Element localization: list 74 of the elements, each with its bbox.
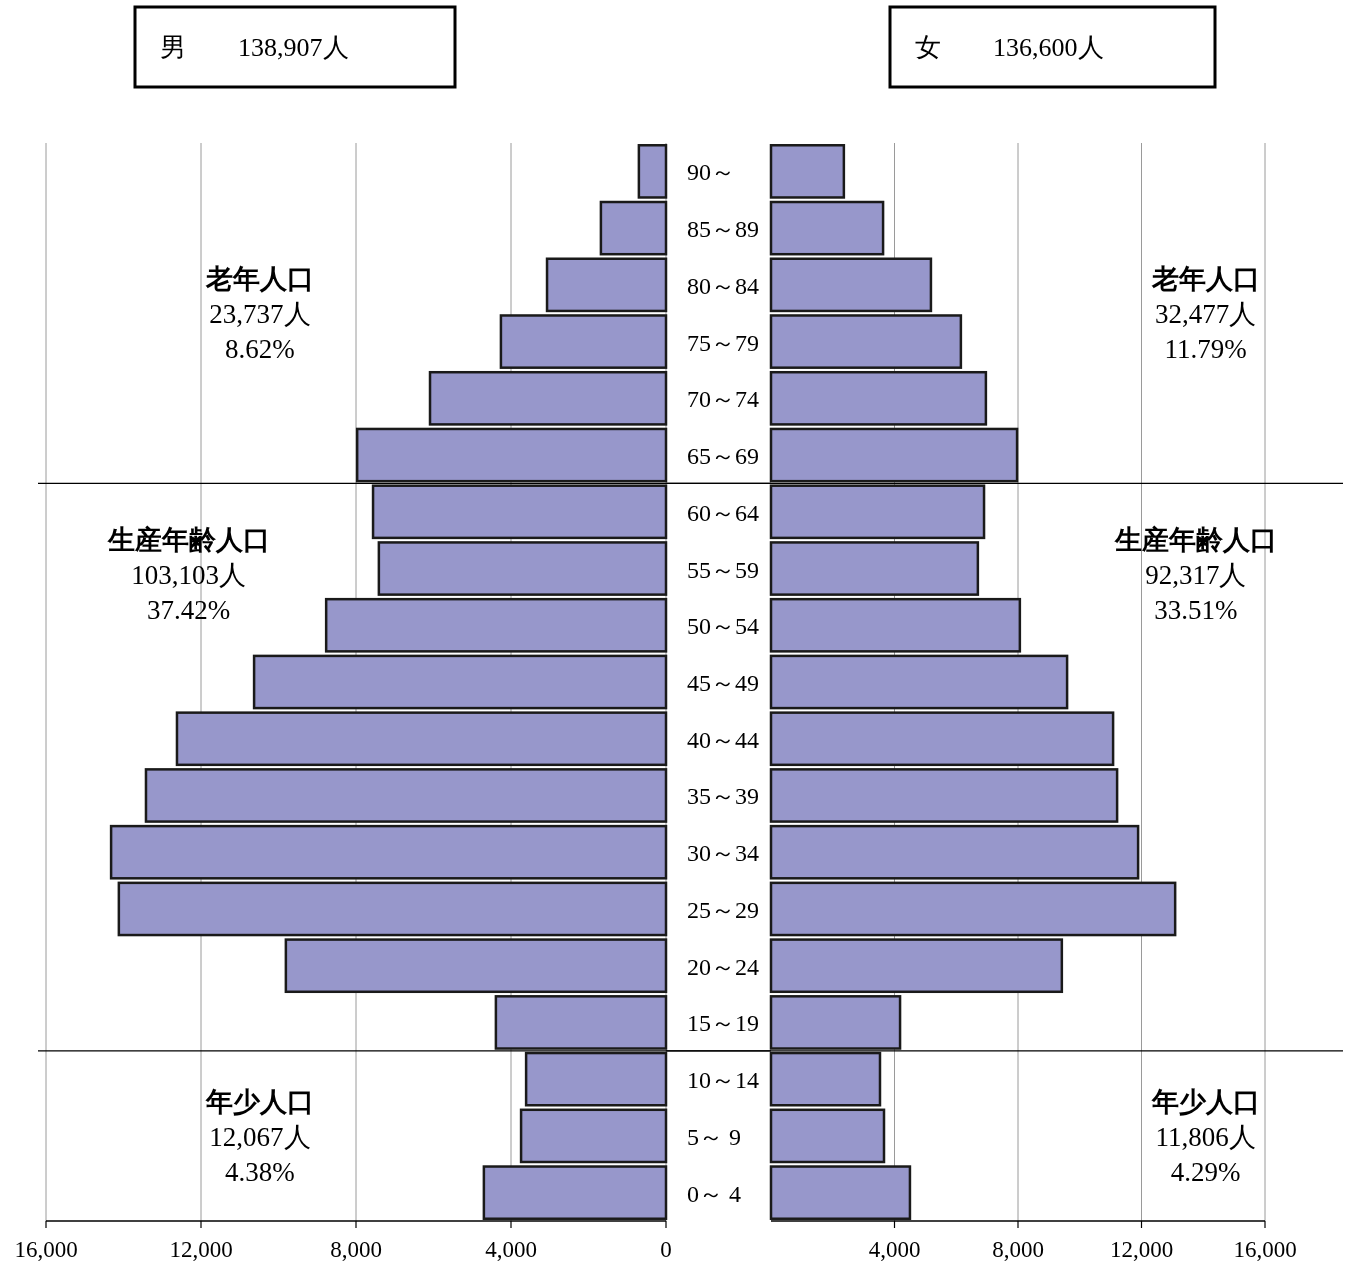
annotation: 生産年齢人口 103,103人 37.42% [106,525,270,625]
y-tick-label: 75～79 [687,329,759,356]
bar [769,427,1019,483]
y-tick-label: 90～ [687,159,735,186]
annotation: 生産年齢人口 92,317人 33.51% [1113,525,1277,625]
y-tick-label: 15～19 [687,1010,759,1037]
y-tick-label: 80～84 [687,272,759,299]
bar [545,257,668,313]
annotation: 年少人口 12,067人 4.38% [204,1086,314,1187]
bar [769,597,1022,653]
bar [109,824,668,880]
bar [769,200,885,256]
y-tick-label: 0～ 4 [687,1180,741,1207]
bar [769,881,1177,937]
chart-title: 男 138,907人 [160,33,349,62]
bar [769,768,1119,823]
y-tick-label: 5～ 9 [687,1123,741,1150]
bar [769,1051,882,1107]
y-tick-label: 10～14 [687,1067,759,1094]
annotation: 老年人口 32,477人 11.79% [1150,264,1260,365]
chart-title: 女 136,600人 [915,33,1104,62]
y-tick-label: 25～29 [687,896,759,923]
bar [252,654,668,710]
bar [769,370,988,426]
bar [769,995,902,1050]
bar [324,597,668,653]
y-tick-label: 85～89 [687,216,759,243]
bar [769,938,1064,994]
y-tick-label: 60～64 [687,499,759,526]
bar [769,1165,912,1220]
bar [494,995,668,1050]
y-tick-label: 70～74 [687,386,759,413]
bar [524,1051,668,1107]
x-tick-label: 12,000 [169,1237,233,1262]
y-tick-label: 35～39 [687,783,759,810]
bar [144,768,668,823]
bar [769,257,933,313]
x-tick-label: 12,000 [1109,1237,1174,1262]
bar [519,1108,668,1164]
bar [175,711,668,767]
bar [637,144,668,199]
y-tick-label: 20～24 [687,953,759,980]
bar [117,881,668,937]
y-tick-label: 65～69 [687,443,759,470]
annotation: 年少人口 11,806人 4.29% [1150,1086,1260,1187]
x-tick-label: 16,000 [14,1237,78,1262]
y-tick-label: 40～44 [687,726,759,753]
x-tick-label: 4,000 [868,1237,921,1262]
bar [769,484,986,540]
annotation: 老年人口 23,737人 8.62% [204,264,314,365]
bar [769,1108,886,1164]
bar [499,314,668,369]
x-tick-label: 0 [660,1237,672,1262]
bar [428,370,668,426]
x-tick-label: 16,000 [1233,1237,1297,1262]
bar [769,144,846,199]
y-tick-label: 30～34 [687,840,759,867]
bar [371,484,668,540]
bar [355,427,668,483]
y-tick-label: 45～49 [687,670,759,696]
bar [769,541,980,596]
bar [377,541,668,596]
y-tick-label: 50～54 [687,613,759,640]
bar [769,314,963,369]
bar [482,1165,668,1220]
x-tick-label: 8,000 [992,1237,1044,1262]
x-tick-label: 4,000 [485,1237,537,1262]
bar [769,711,1115,767]
bar [769,824,1140,880]
bar [769,654,1069,710]
bar [599,200,668,256]
x-tick-label: 8,000 [330,1237,382,1262]
bar [284,938,668,994]
y-tick-label: 55～59 [687,556,759,583]
